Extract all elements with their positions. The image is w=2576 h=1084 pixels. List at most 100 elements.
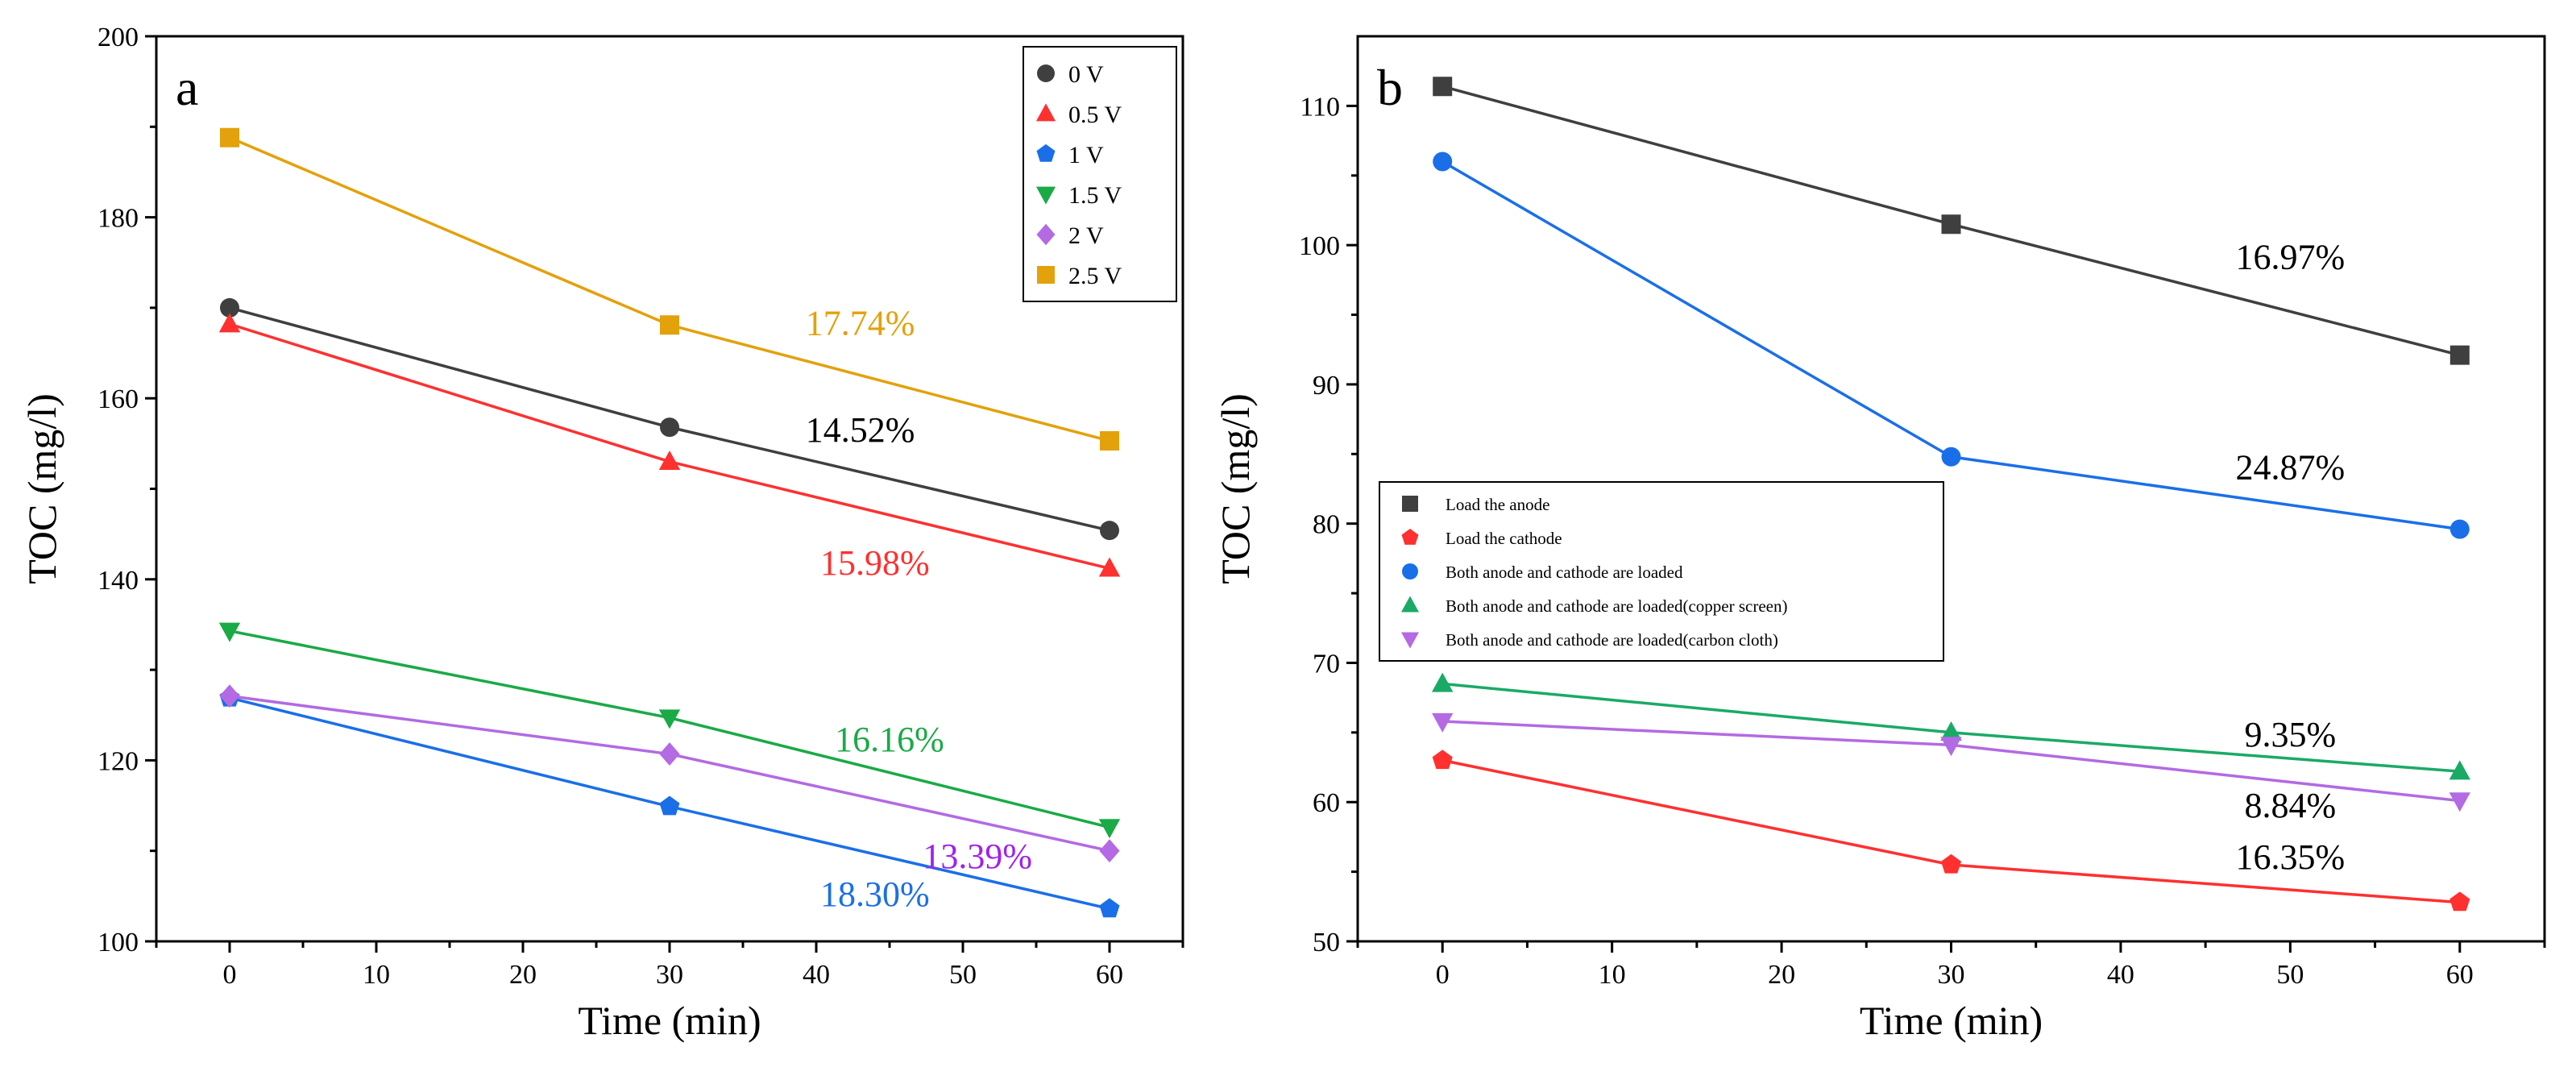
percent-annotation: 8.84% (2245, 786, 2337, 825)
x-tick-label: 0 (223, 960, 237, 990)
x-tick-label: 10 (1599, 960, 1626, 990)
legend-marker (1401, 632, 1419, 649)
data-point (1433, 77, 1453, 97)
legend-entry: Both anode and cathode are loaded(carbon… (1446, 630, 1778, 650)
legend-marker (1037, 64, 1055, 82)
percent-annotation: 24.87% (2236, 447, 2346, 487)
legend-marker (1035, 186, 1056, 205)
y-tick-label: 50 (1313, 928, 1340, 957)
data-point (1099, 839, 1120, 863)
data-point (659, 742, 680, 766)
data-point (219, 684, 240, 708)
data-point (1432, 712, 1454, 733)
data-point (658, 709, 681, 729)
panel-b-chart: 0 10 20 30 40 50 60 50 60 70 80 90 100 110 Time (min) T… (1213, 35, 2546, 1043)
x-tick-label: 20 (1768, 960, 1795, 990)
panel-label: a (176, 59, 198, 116)
legend-marker (1402, 496, 1418, 512)
x-tick-label: 50 (949, 960, 977, 990)
legend-marker (1401, 529, 1419, 545)
data-point (660, 315, 679, 335)
data-point (1100, 521, 1119, 541)
percent-annotation: 16.97% (2236, 238, 2346, 277)
data-point (1099, 898, 1120, 918)
data-point (1100, 430, 1119, 451)
data-point (660, 417, 679, 438)
y-tick-label: 160 (97, 384, 139, 414)
legend-marker (1035, 103, 1056, 122)
x-tick-label: 40 (803, 960, 830, 990)
data-point (2449, 519, 2470, 539)
x-tick-label: 10 (363, 960, 390, 990)
legend-marker (1401, 596, 1419, 613)
data-point (1098, 819, 1121, 839)
x-tick-label: 40 (2107, 960, 2134, 990)
legend-entry: 0 V (1068, 61, 1104, 88)
x-tick-label: 60 (1096, 960, 1123, 990)
x-axis-title: Time (min) (1860, 998, 2043, 1043)
data-point (220, 297, 239, 318)
data-point (659, 795, 680, 816)
percent-annotation: 16.35% (2236, 837, 2346, 877)
data-point (1098, 557, 1121, 577)
data-point (218, 313, 241, 333)
legend-entry: 0.5 V (1068, 102, 1122, 128)
data-point (1432, 750, 1453, 770)
y-tick-label: 70 (1313, 649, 1340, 679)
percent-annotation: 18.30% (820, 874, 930, 914)
y-tick-label: 180 (97, 204, 139, 234)
data-point (220, 127, 239, 147)
legend-entry: 1.5 V (1068, 182, 1122, 209)
series-line (229, 136, 1110, 442)
legend-entry: Load the anode (1446, 495, 1549, 514)
data-point (1940, 737, 1962, 757)
data-point (2449, 792, 2470, 812)
x-tick-label: 0 (1436, 960, 1450, 990)
panel-label: b (1377, 59, 1403, 116)
legend-entry: 2 V (1068, 222, 1104, 249)
legend-entry: Load the cathode (1446, 529, 1562, 548)
y-tick-label: 120 (97, 746, 139, 776)
data-point (1433, 152, 1453, 172)
data-point (1432, 672, 1454, 692)
panel-a-chart: 0 10 20 30 40 50 60 100 120 140 160 180 200 Time (min… (19, 23, 1184, 1043)
y-tick-label: 200 (97, 23, 139, 52)
y-axis-title: TOC (mg/l) (1213, 393, 1258, 584)
data-point (2449, 760, 2470, 780)
x-tick-label: 60 (2446, 960, 2474, 990)
data-point (658, 451, 681, 471)
legend-marker (1036, 223, 1056, 246)
data-point (2449, 345, 2470, 365)
legend-entry: Both anode and cathode are loaded(copper… (1446, 596, 1787, 616)
data-point (218, 622, 241, 642)
data-point (2449, 891, 2470, 912)
y-tick-label: 140 (97, 566, 139, 596)
x-tick-label: 50 (2276, 960, 2304, 990)
legend-box (1023, 46, 1177, 302)
percent-annotation: 15.98% (820, 543, 930, 583)
series-line (1441, 758, 2460, 904)
y-tick-label: 100 (97, 928, 139, 957)
x-tick-label: 30 (1938, 960, 1965, 990)
data-point (1940, 853, 1962, 874)
percent-annotation: 9.35% (2245, 715, 2337, 754)
y-tick-label: 80 (1313, 510, 1340, 540)
percent-annotation: 14.52% (806, 410, 915, 450)
data-point (1941, 214, 1961, 235)
y-axis-title: TOC (mg/l) (19, 393, 64, 584)
percent-annotation: 13.39% (923, 837, 1032, 876)
x-axis-title: Time (min) (578, 998, 761, 1043)
y-tick-label: 90 (1313, 371, 1340, 401)
percent-annotation: 17.74% (806, 304, 915, 343)
y-tick-label: 100 (1299, 231, 1340, 261)
percent-annotation: 16.16% (835, 720, 944, 759)
y-tick-label: 60 (1313, 788, 1340, 818)
legend-marker (1402, 563, 1418, 579)
data-point (1940, 721, 1962, 741)
x-tick-label: 30 (656, 960, 683, 990)
legend-entry: 2.5 V (1068, 263, 1122, 289)
legend-entry: Both anode and cathode are loaded (1446, 563, 1683, 582)
legend-marker (1036, 143, 1056, 162)
series-line (229, 322, 1110, 571)
